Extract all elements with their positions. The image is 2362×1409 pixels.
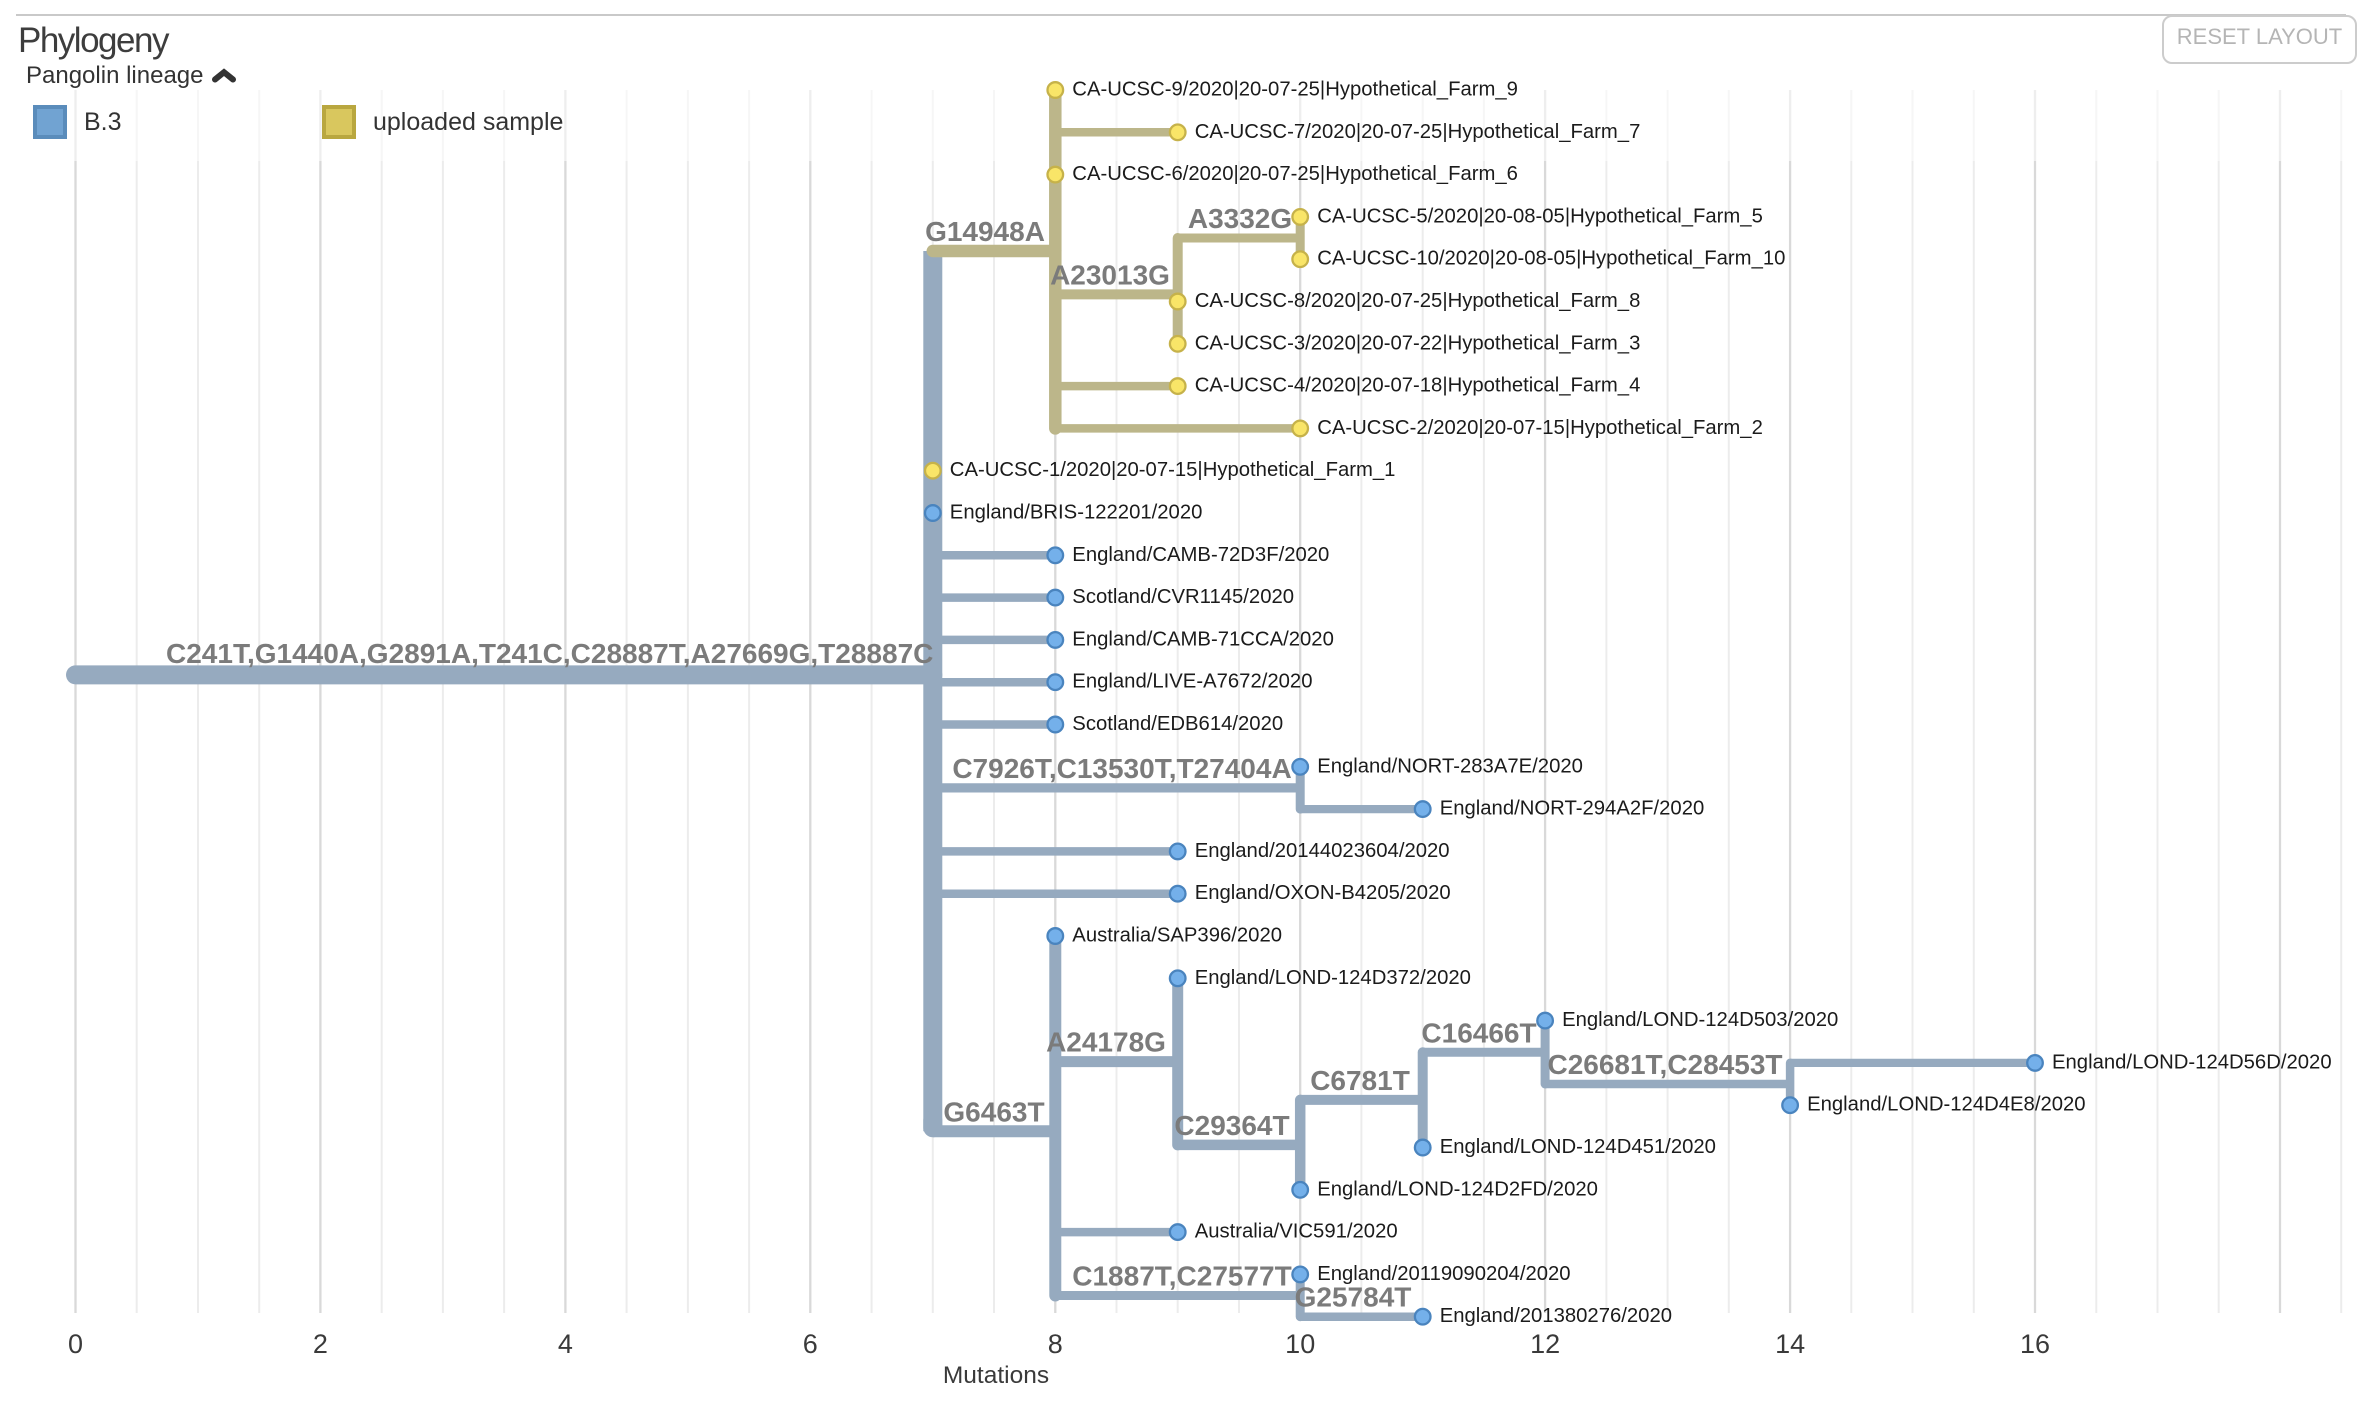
svg-text:C7926T,C13530T,T27404A: C7926T,C13530T,T27404A (952, 753, 1291, 784)
svg-text:England/LOND-124D2FD/2020: England/LOND-124D2FD/2020 (1317, 1178, 1598, 1200)
svg-text:Australia/SAP396/2020: Australia/SAP396/2020 (1072, 925, 1282, 947)
svg-text:G6463T: G6463T (943, 1096, 1044, 1127)
svg-text:England/NORT-283A7E/2020: England/NORT-283A7E/2020 (1317, 755, 1583, 777)
svg-text:C241T,G1440A,G2891A,T241C,C288: C241T,G1440A,G2891A,T241C,C28887T,A27669… (166, 638, 933, 669)
svg-text:Australia/VIC591/2020: Australia/VIC591/2020 (1195, 1221, 1398, 1243)
svg-text:England/LOND-124D451/2020: England/LOND-124D451/2020 (1440, 1136, 1716, 1158)
svg-text:C29364T: C29364T (1174, 1110, 1289, 1141)
svg-text:A23013G: A23013G (1050, 259, 1170, 290)
svg-text:CA-UCSC-6/2020|20-07-25|Hypoth: CA-UCSC-6/2020|20-07-25|Hypothetical_Far… (1072, 163, 1518, 185)
svg-text:Mutations: Mutations (943, 1362, 1049, 1389)
svg-text:16: 16 (2020, 1329, 2050, 1359)
svg-text:England/20119090204/2020: England/20119090204/2020 (1317, 1263, 1570, 1285)
svg-text:CA-UCSC-3/2020|20-07-22|Hypoth: CA-UCSC-3/2020|20-07-22|Hypothetical_Far… (1195, 332, 1641, 354)
svg-text:England/CAMB-72D3F/2020: England/CAMB-72D3F/2020 (1072, 544, 1329, 566)
svg-text:England/LIVE-A7672/2020: England/LIVE-A7672/2020 (1072, 671, 1312, 693)
svg-text:England/LOND-124D4E8/2020: England/LOND-124D4E8/2020 (1807, 1094, 2086, 1116)
svg-text:C16466T: C16466T (1421, 1017, 1536, 1048)
svg-text:CA-UCSC-1/2020|20-07-15|Hypoth: CA-UCSC-1/2020|20-07-15|Hypothetical_Far… (950, 459, 1396, 481)
svg-text:CA-UCSC-8/2020|20-07-25|Hypoth: CA-UCSC-8/2020|20-07-25|Hypothetical_Far… (1195, 290, 1641, 312)
svg-text:CA-UCSC-5/2020|20-08-05|Hypoth: CA-UCSC-5/2020|20-08-05|Hypothetical_Far… (1317, 205, 1763, 227)
svg-text:CA-UCSC-4/2020|20-07-18|Hypoth: CA-UCSC-4/2020|20-07-18|Hypothetical_Far… (1195, 375, 1641, 397)
svg-text:England/201380276/2020: England/201380276/2020 (1440, 1305, 1672, 1327)
svg-text:Scotland/CVR1145/2020: Scotland/CVR1145/2020 (1072, 586, 1294, 608)
svg-text:C26681T,C28453T: C26681T,C28453T (1547, 1049, 1782, 1080)
svg-text:G14948A: G14948A (925, 216, 1045, 247)
svg-text:12: 12 (1530, 1329, 1560, 1359)
svg-text:England/LOND-124D56D/2020: England/LOND-124D56D/2020 (2052, 1051, 2332, 1073)
svg-text:4: 4 (558, 1329, 573, 1359)
svg-text:6: 6 (803, 1329, 818, 1359)
svg-text:England/LOND-124D503/2020: England/LOND-124D503/2020 (1562, 1009, 1838, 1031)
svg-text:G25784T: G25784T (1295, 1282, 1412, 1313)
svg-text:C6781T: C6781T (1310, 1065, 1410, 1096)
svg-text:8: 8 (1048, 1329, 1063, 1359)
svg-text:CA-UCSC-10/2020|20-08-05|Hypot: CA-UCSC-10/2020|20-08-05|Hypothetical_Fa… (1317, 248, 1785, 270)
svg-text:CA-UCSC-9/2020|20-07-25|Hypoth: CA-UCSC-9/2020|20-07-25|Hypothetical_Far… (1072, 79, 1518, 101)
svg-text:2: 2 (313, 1329, 328, 1359)
svg-text:CA-UCSC-2/2020|20-07-15|Hypoth: CA-UCSC-2/2020|20-07-15|Hypothetical_Far… (1317, 417, 1763, 439)
svg-text:Scotland/EDB614/2020: Scotland/EDB614/2020 (1072, 713, 1283, 735)
svg-text:CA-UCSC-7/2020|20-07-25|Hypoth: CA-UCSC-7/2020|20-07-25|Hypothetical_Far… (1195, 121, 1641, 143)
svg-text:C1887T,C27577T: C1887T,C27577T (1072, 1261, 1291, 1292)
svg-text:England/LOND-124D372/2020: England/LOND-124D372/2020 (1195, 967, 1471, 989)
svg-text:10: 10 (1285, 1329, 1315, 1359)
svg-text:England/CAMB-71CCA/2020: England/CAMB-71CCA/2020 (1072, 628, 1334, 650)
svg-text:England/NORT-294A2F/2020: England/NORT-294A2F/2020 (1440, 798, 1705, 820)
svg-text:England/BRIS-122201/2020: England/BRIS-122201/2020 (950, 502, 1203, 524)
svg-text:A24178G: A24178G (1046, 1027, 1166, 1058)
svg-text:14: 14 (1775, 1329, 1805, 1359)
svg-text:England/OXON-B4205/2020: England/OXON-B4205/2020 (1195, 882, 1451, 904)
svg-text:A3332G: A3332G (1188, 203, 1292, 234)
svg-text:0: 0 (68, 1329, 83, 1359)
svg-text:England/20144023604/2020: England/20144023604/2020 (1195, 840, 1450, 862)
